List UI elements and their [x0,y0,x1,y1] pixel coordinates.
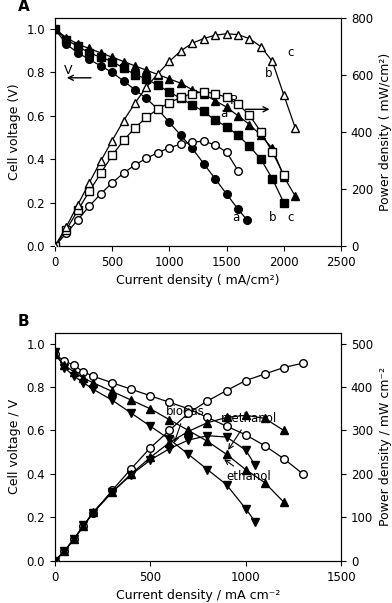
X-axis label: Current density ( mA/cm²): Current density ( mA/cm²) [116,274,280,288]
Text: c: c [287,212,293,224]
Text: c: c [287,46,294,59]
Y-axis label: Cell voltage / V: Cell voltage / V [8,399,21,494]
Text: a: a [232,212,240,224]
Text: B: B [18,314,29,329]
Y-axis label: Power density / mW cm⁻²: Power density / mW cm⁻² [379,367,392,526]
Text: A: A [18,0,29,14]
Y-axis label: Cell voltage (V): Cell voltage (V) [8,84,21,180]
X-axis label: Current density / mA cm⁻²: Current density / mA cm⁻² [116,589,280,602]
Y-axis label: Power density ( mW/cm²): Power density ( mW/cm²) [379,53,392,211]
Text: b: b [269,212,276,224]
Text: V: V [64,64,73,77]
Text: b: b [265,67,273,80]
Text: a: a [221,107,228,119]
Text: methanol: methanol [221,412,277,449]
Text: ethanol: ethanol [225,460,271,484]
Text: P: P [229,94,237,107]
Text: biogas: biogas [165,405,204,442]
